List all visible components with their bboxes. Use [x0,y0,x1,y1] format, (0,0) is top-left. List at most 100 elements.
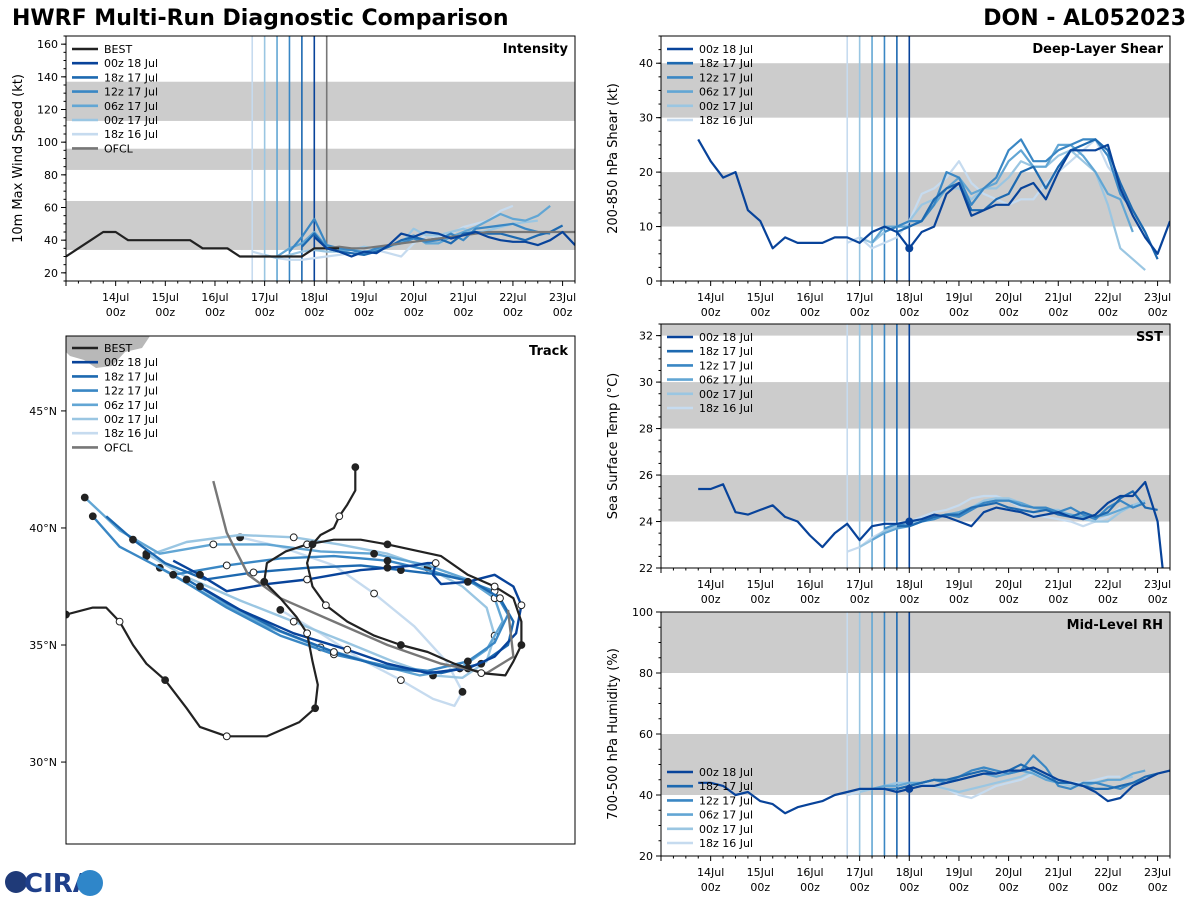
init-marker [905,517,914,526]
y-tick-label: 40 [44,234,58,247]
x-tick-label: 00z [1148,306,1168,319]
x-tick-label: 00z [750,881,770,894]
legend-label: 18z 16 Jul [104,128,158,141]
track-marker [308,540,317,549]
x-tick-label: 22Jul [1094,291,1121,304]
track-marker [222,561,231,570]
legend-label: 00z 18 Jul [699,766,753,779]
track-marker [396,676,405,685]
legend-label: 00z 17 Jul [699,100,753,113]
x-tick-label: 15Jul [747,578,774,591]
track-marker [196,570,204,579]
track-marker [396,641,405,649]
lat-tick-label: 40°N [29,522,57,535]
sst-panel: 22 24 26 28 30 32 14Jul 00z 15Jul 00z 16Jul 00z 17Ju… [606,323,1171,606]
x-tick-label: 00z [553,306,573,319]
track-marker [383,540,392,549]
x-tick-label: 20Jul [995,291,1022,304]
x-tick-label: 00z [999,306,1019,319]
track-marker [458,687,467,696]
legend-label: 12z 17 Jul [699,71,753,84]
x-tick-label: 15Jul [747,866,774,879]
series-line-BEST [66,230,340,258]
y-tick-label: 32 [639,330,653,343]
x-tick-label: 17Jul [251,291,278,304]
track-marker [351,463,360,471]
shaded-band [661,382,1170,429]
track-marker [431,559,440,567]
x-tick-label: 00z [850,306,870,319]
x-tick-label: 18Jul [896,866,923,879]
track-marker [303,629,312,638]
legend-label: 00z 18 Jul [699,43,753,56]
track-marker [463,577,472,586]
track-marker [383,556,392,565]
legend-label: 12z 17 Jul [104,86,158,99]
legend-label: 00z 17 Jul [699,388,753,401]
shaded-band [66,81,575,121]
track-marker [222,732,231,741]
x-tick-label: 00z [899,593,919,606]
y-tick-label: 26 [639,469,653,482]
track-marker [249,568,258,577]
track-marker [276,605,285,614]
x-tick-label: 00z [404,306,424,319]
x-tick-label: 00z [453,306,473,319]
legend-label: 18z 16 Jul [699,114,753,127]
y-tick-label: 80 [44,169,58,182]
track-marker [343,645,352,654]
series-line-OFCL [326,230,575,250]
y-tick-label: 20 [639,166,653,179]
series-line-00z-18-Jul [698,480,1164,568]
panel-title: Intensity [503,42,569,57]
shear-series [697,138,1170,271]
legend-label: BEST [104,342,132,355]
init-marker [905,244,914,253]
y-tick-label: 100 [37,136,58,149]
x-tick-label: 19Jul [945,866,972,879]
y-tick-label: 160 [37,38,58,51]
x-tick-label: 14Jul [697,866,724,879]
x-tick-label: 00z [999,593,1019,606]
track-marker [260,577,269,586]
x-tick-label: 23Jul [1144,866,1171,879]
x-tick-label: 00z [354,306,374,319]
track-marker [370,589,378,598]
agency-seal-icon [77,870,103,896]
track-marker [496,594,504,603]
legend-label: 18z 17 Jul [699,780,753,793]
track-marker [209,540,218,549]
intensity-series [66,204,575,261]
track-marker [477,669,486,678]
series-line-00z-18-Jul [313,230,575,258]
track-marker [161,676,170,685]
y-axis-label: 10m Max Wind Speed (kt) [11,74,26,243]
x-tick-label: 00z [800,881,820,894]
track-marker [311,704,320,713]
init-marker [905,784,914,793]
track-marker [289,617,298,626]
series-line-00z-18-Jul [697,138,1170,255]
x-tick-label: 20Jul [400,291,427,304]
x-tick-label: 00z [1148,881,1168,894]
x-tick-label: 00z [1048,881,1068,894]
legend-label: 18z 17 Jul [699,57,753,70]
x-tick-label: 19Jul [945,578,972,591]
y-tick-label: 20 [639,850,653,863]
shear-panel: 0 10 20 30 40 14Jul 00z 15Jul 00z 16Jul 00z 17Jul 00… [606,35,1171,319]
track-marker [66,610,70,619]
x-tick-label: 15Jul [152,291,179,304]
y-axis-label: 200-850 hPa Shear (kt) [606,83,621,234]
legend-label: 06z 17 Jul [699,809,753,822]
cira-globe-icon [5,871,27,893]
track-marker [289,533,298,542]
track-marker [463,657,472,666]
track-marker [115,617,124,626]
x-tick-label: 00z [949,593,969,606]
legend-label: 12z 17 Jul [699,359,753,372]
plot-frame [660,323,1171,569]
x-tick-label: 00z [1098,593,1118,606]
x-tick-label: 00z [1048,593,1068,606]
y-tick-label: 80 [639,667,653,680]
